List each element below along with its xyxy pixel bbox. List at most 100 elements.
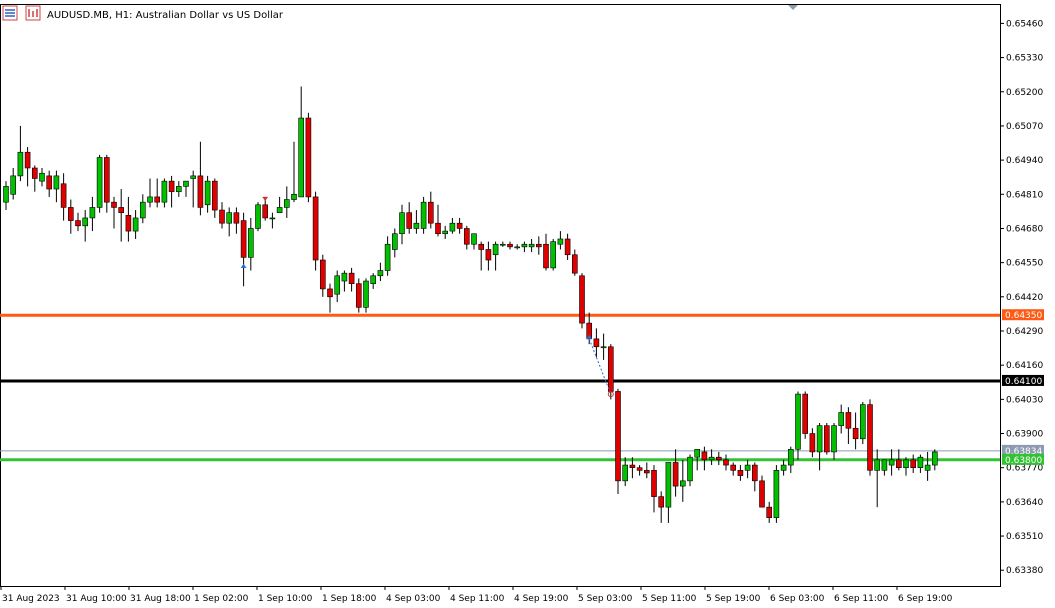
candle-body: [658, 496, 665, 508]
candle: [435, 204, 441, 237]
candle-body: [456, 222, 463, 229]
candle: [773, 465, 780, 523]
price-badge-label: 0.63834: [1005, 447, 1042, 457]
candle-body: [514, 246, 521, 249]
candle: [255, 202, 261, 232]
candle-body: [809, 433, 816, 453]
candle: [499, 241, 506, 247]
candle-body: [176, 186, 182, 192]
candle: [607, 344, 614, 400]
candle: [118, 189, 124, 242]
candle-body: [17, 151, 24, 177]
candle-body: [140, 201, 146, 219]
candle: [204, 175, 211, 213]
candle: [643, 462, 650, 479]
indicator-icon[interactable]: [25, 5, 41, 21]
candle: [514, 244, 521, 250]
candle: [874, 449, 881, 508]
candle: [845, 407, 852, 445]
x-tick-label: 4 Sep 19:00: [514, 594, 569, 604]
candle-body: [867, 404, 873, 471]
candle-body: [399, 212, 405, 235]
candle: [507, 241, 513, 250]
candle-body: [571, 254, 578, 274]
candle: [248, 217, 254, 271]
candle: [104, 154, 110, 213]
x-tick-label: 6 Sep 19:00: [898, 594, 953, 604]
candle: [399, 204, 405, 245]
candle-body: [730, 464, 737, 471]
candle-body: [68, 207, 74, 221]
candle: [456, 217, 463, 234]
candle-body: [442, 230, 449, 235]
candle: [291, 141, 297, 203]
candle: [212, 178, 218, 218]
candle-body: [528, 243, 535, 248]
candle-body: [233, 212, 240, 224]
candle-body: [701, 451, 708, 461]
candle: [831, 423, 837, 460]
candle-body: [773, 470, 780, 518]
candle-body: [478, 243, 485, 250]
x-tick-label: 6 Sep 03:00: [770, 594, 825, 604]
candle-body: [449, 222, 456, 232]
candle-body: [219, 209, 225, 224]
candle-body: [550, 241, 557, 269]
candle-body: [557, 238, 564, 245]
price-badge: [1002, 453, 1044, 465]
candle: [168, 175, 175, 208]
candle: [3, 181, 9, 211]
candle-body: [579, 275, 585, 324]
candle: [111, 196, 117, 229]
chart-menu-icon[interactable]: [2, 5, 18, 21]
y-tick-label: 0.64940: [1006, 156, 1043, 166]
candle-body: [327, 288, 333, 298]
candle-body: [672, 462, 679, 487]
plot-frame: [0, 4, 1001, 587]
candle-body: [485, 249, 492, 261]
candle-body: [248, 228, 254, 258]
candle-body: [744, 464, 751, 471]
candle: [283, 186, 290, 218]
shift-marker-icon[interactable]: [788, 5, 798, 10]
candle-body: [147, 196, 153, 203]
candle: [751, 462, 758, 492]
y-tick-label: 0.63770: [1006, 464, 1043, 474]
candle-body: [903, 459, 909, 468]
candle-body: [931, 451, 938, 466]
y-tick-label: 0.64550: [1006, 259, 1043, 269]
candle: [10, 167, 16, 200]
trade-close-marker: [607, 391, 614, 398]
candle: [478, 241, 485, 271]
candle: [715, 451, 722, 466]
candle: [492, 241, 499, 271]
candle-body: [852, 427, 859, 440]
candle: [39, 167, 45, 187]
candle-body: [82, 217, 88, 227]
candle-body: [96, 157, 103, 208]
candle-body: [118, 207, 124, 213]
candle-body: [499, 243, 506, 246]
candle: [370, 273, 377, 289]
candle: [895, 449, 902, 471]
candle-body: [269, 217, 276, 220]
candle: [31, 165, 38, 192]
candle: [838, 404, 845, 434]
candle: [355, 278, 362, 313]
candle-body: [255, 204, 261, 229]
candle: [377, 262, 384, 282]
candle-body: [212, 180, 218, 211]
trade-connector-line: [588, 338, 612, 395]
candle-body: [751, 464, 758, 482]
candle: [766, 501, 773, 523]
candle: [219, 202, 225, 229]
candle-body: [420, 201, 427, 229]
x-tick-label: 5 Sep 19:00: [706, 594, 761, 604]
candle-body: [492, 243, 499, 256]
candle: [823, 423, 830, 455]
candle: [737, 465, 744, 481]
candle-body: [39, 172, 45, 182]
candle-body: [888, 459, 895, 466]
candle: [651, 465, 657, 513]
